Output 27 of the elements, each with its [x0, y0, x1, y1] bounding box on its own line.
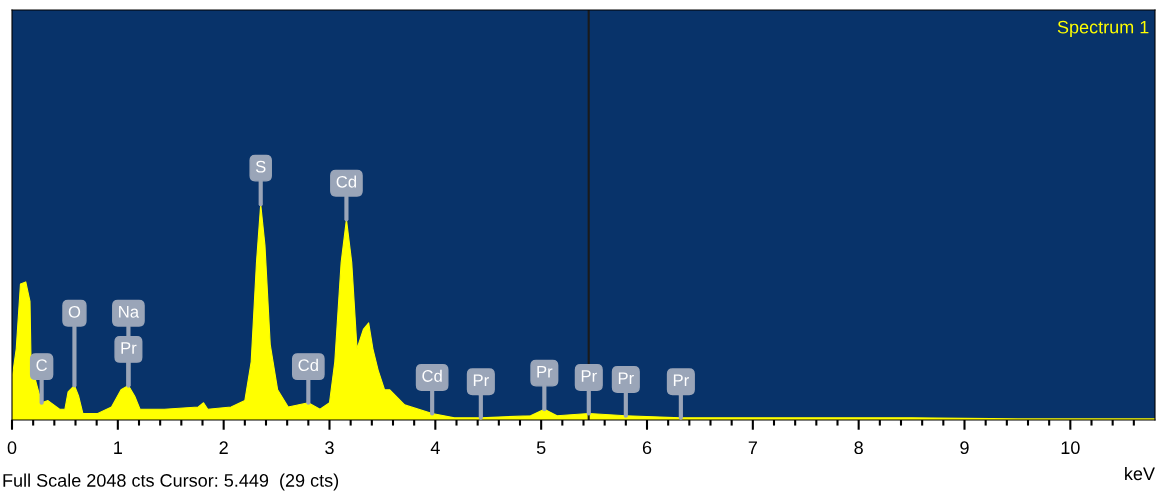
- x-tick-label: 3: [325, 441, 334, 455]
- x-tick-label: 10: [1061, 441, 1080, 455]
- x-axis-title: keV: [1125, 466, 1155, 481]
- annotation: O: [68, 305, 81, 318]
- annotation: Cd: [298, 358, 318, 372]
- annotation: Cd: [422, 369, 442, 382]
- x-tick-label: 6: [642, 441, 652, 455]
- x-tick-label: 4: [430, 441, 440, 454]
- annotation: Na: [119, 306, 140, 318]
- annotation: Pr: [581, 370, 597, 382]
- annotation: Pr: [673, 374, 689, 387]
- annotation: C: [36, 359, 48, 372]
- chart-title: Spectrum 1: [1057, 20, 1149, 38]
- annotation: Pr: [537, 365, 553, 378]
- annotation: Pr: [473, 374, 489, 387]
- annotation: Cd: [336, 175, 357, 188]
- x-tick-label: 1: [114, 441, 122, 454]
- x-tick-label: 8: [854, 441, 863, 455]
- text: Full Scale 2048 cts Cursor: 5.449 (29 cts): [3, 473, 339, 491]
- x-tick-label: 2: [219, 441, 228, 454]
- annotation: Pr: [618, 372, 634, 384]
- annotation: S: [255, 160, 266, 173]
- x-tick-label: 7: [748, 441, 757, 454]
- annotation: Pr: [121, 342, 137, 354]
- x-tick-label: 5: [536, 441, 546, 455]
- x-tick-label: 0: [7, 441, 17, 455]
- x-tick-label: 9: [960, 441, 969, 455]
